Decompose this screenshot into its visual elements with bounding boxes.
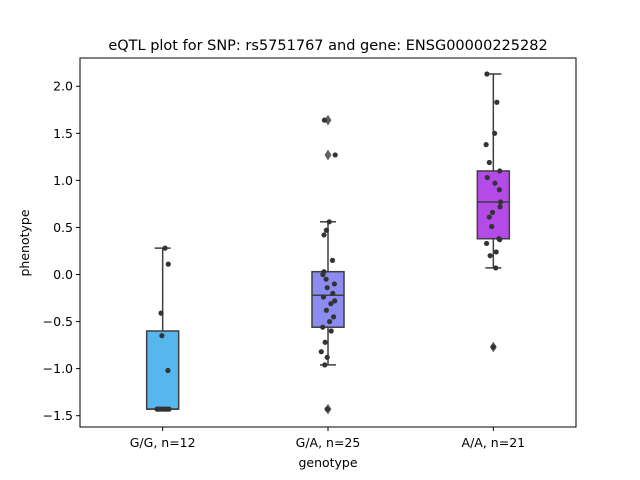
data-point — [492, 180, 498, 186]
box-group — [145, 245, 180, 412]
data-point — [487, 253, 493, 259]
data-point — [328, 328, 334, 334]
data-point — [324, 406, 330, 412]
data-point — [321, 117, 328, 123]
outlier-marker — [324, 149, 332, 161]
box-group — [311, 114, 345, 415]
data-point — [331, 281, 337, 287]
data-point — [484, 240, 490, 247]
data-point — [497, 237, 503, 243]
data-point — [323, 276, 329, 282]
box-iqr — [476, 170, 511, 240]
data-point — [330, 290, 336, 296]
y-axis: −1.5 −1.0 −0.5 0.0 0.5 1.0 1.5 2.0 — [43, 79, 80, 423]
y-axis-label: phenotype — [17, 209, 32, 276]
plot-area — [145, 71, 511, 415]
data-point — [165, 261, 171, 267]
data-point — [329, 257, 336, 263]
x-axis-label: genotype — [298, 455, 357, 470]
y-tick-label: 1.5 — [53, 126, 73, 141]
data-point — [332, 298, 338, 304]
data-point — [159, 333, 165, 339]
y-tick-label: 0.5 — [53, 220, 73, 235]
chart-title: eQTL plot for SNP: rs5751767 and gene: E… — [108, 38, 547, 54]
data-point — [483, 142, 489, 148]
data-point — [497, 199, 504, 205]
data-point — [327, 318, 333, 325]
y-tick-label: 0.0 — [53, 267, 73, 282]
box-iqr — [311, 270, 345, 328]
data-point — [331, 314, 337, 320]
data-point — [486, 214, 492, 220]
data-point — [323, 227, 329, 233]
data-point — [493, 249, 499, 255]
y-tick-label: −1.5 — [43, 408, 73, 423]
y-tick-label: 2.0 — [53, 79, 73, 94]
y-tick-label: 1.0 — [53, 173, 73, 188]
x-tick-label: A/A, n=21 — [462, 435, 526, 450]
data-point — [165, 367, 171, 374]
data-point — [326, 219, 332, 225]
data-point — [323, 307, 329, 313]
data-point — [484, 174, 490, 181]
data-point — [490, 344, 496, 350]
data-point — [496, 187, 503, 193]
data-point — [484, 71, 490, 77]
y-tick-label: −1.0 — [43, 361, 73, 376]
data-point — [324, 285, 330, 291]
data-point — [497, 168, 503, 174]
box-group — [476, 71, 511, 353]
data-point — [166, 406, 172, 412]
data-point — [318, 349, 324, 355]
data-point — [321, 232, 327, 238]
x-axis: G/G, n=12 G/A, n=25 A/A, n=21 — [130, 427, 525, 450]
data-point — [322, 362, 328, 368]
data-point — [493, 265, 499, 271]
x-tick-label: G/A, n=25 — [296, 435, 361, 450]
data-point — [494, 99, 500, 105]
box-iqr — [145, 330, 180, 410]
data-point — [492, 130, 498, 136]
x-tick-label: G/G, n=12 — [130, 435, 196, 450]
data-point — [328, 301, 334, 307]
data-point — [486, 159, 492, 166]
data-point — [320, 324, 326, 330]
data-point — [489, 209, 496, 215]
data-point — [320, 271, 326, 278]
data-point — [332, 152, 338, 158]
data-point — [489, 223, 495, 230]
data-point — [158, 310, 164, 316]
data-point — [497, 204, 503, 210]
y-tick-label: −0.5 — [43, 314, 73, 329]
data-point — [162, 245, 168, 251]
data-point — [320, 294, 327, 300]
data-point — [324, 354, 330, 360]
data-point — [322, 339, 328, 345]
